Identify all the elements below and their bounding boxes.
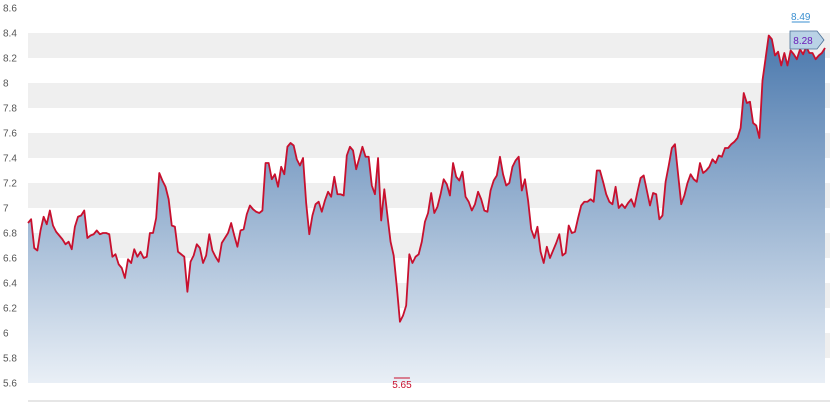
grid-band <box>28 33 830 58</box>
y-tick-label: 8.6 <box>3 4 17 15</box>
series-area <box>28 35 825 383</box>
y-tick-label: 6 <box>3 329 9 340</box>
y-tick-label: 7.6 <box>3 129 17 140</box>
max-annotation: 8.49 <box>791 12 811 23</box>
y-tick-label: 5.6 <box>3 379 17 390</box>
y-tick-label: 7.4 <box>3 154 17 165</box>
y-tick-label: 7 <box>3 204 9 215</box>
y-tick-label: 5.8 <box>3 354 17 365</box>
last-value-flag-shape <box>789 30 825 50</box>
series-line <box>27 34 826 323</box>
max-value-label: 8.49 <box>791 12 811 23</box>
last-value-flag: 8.28 <box>789 30 825 50</box>
grid-band <box>28 83 830 108</box>
y-tick-label: 6.2 <box>3 304 17 315</box>
y-tick-label: 7.8 <box>3 104 17 115</box>
min-value-label: 5.65 <box>392 380 412 391</box>
y-tick-label: 8 <box>3 79 9 90</box>
y-axis-ticks: 5.6 5.8 6 6.2 6.4 6.6 6.8 7 7.2 7.4 7.6 7.8 8 8.2 8.4 8… <box>3 4 17 390</box>
y-tick-label: 7.2 <box>3 179 17 190</box>
y-tick-label: 6.8 <box>3 229 17 240</box>
y-tick-label: 6.6 <box>3 254 17 265</box>
last-value-label: 8.28 <box>793 36 813 47</box>
y-tick-label: 8.2 <box>3 54 17 65</box>
y-tick-label: 6.4 <box>3 279 17 290</box>
y-tick-label: 8.4 <box>3 29 17 40</box>
grid-band <box>28 133 830 158</box>
min-annotation: 5.65 <box>392 377 412 391</box>
